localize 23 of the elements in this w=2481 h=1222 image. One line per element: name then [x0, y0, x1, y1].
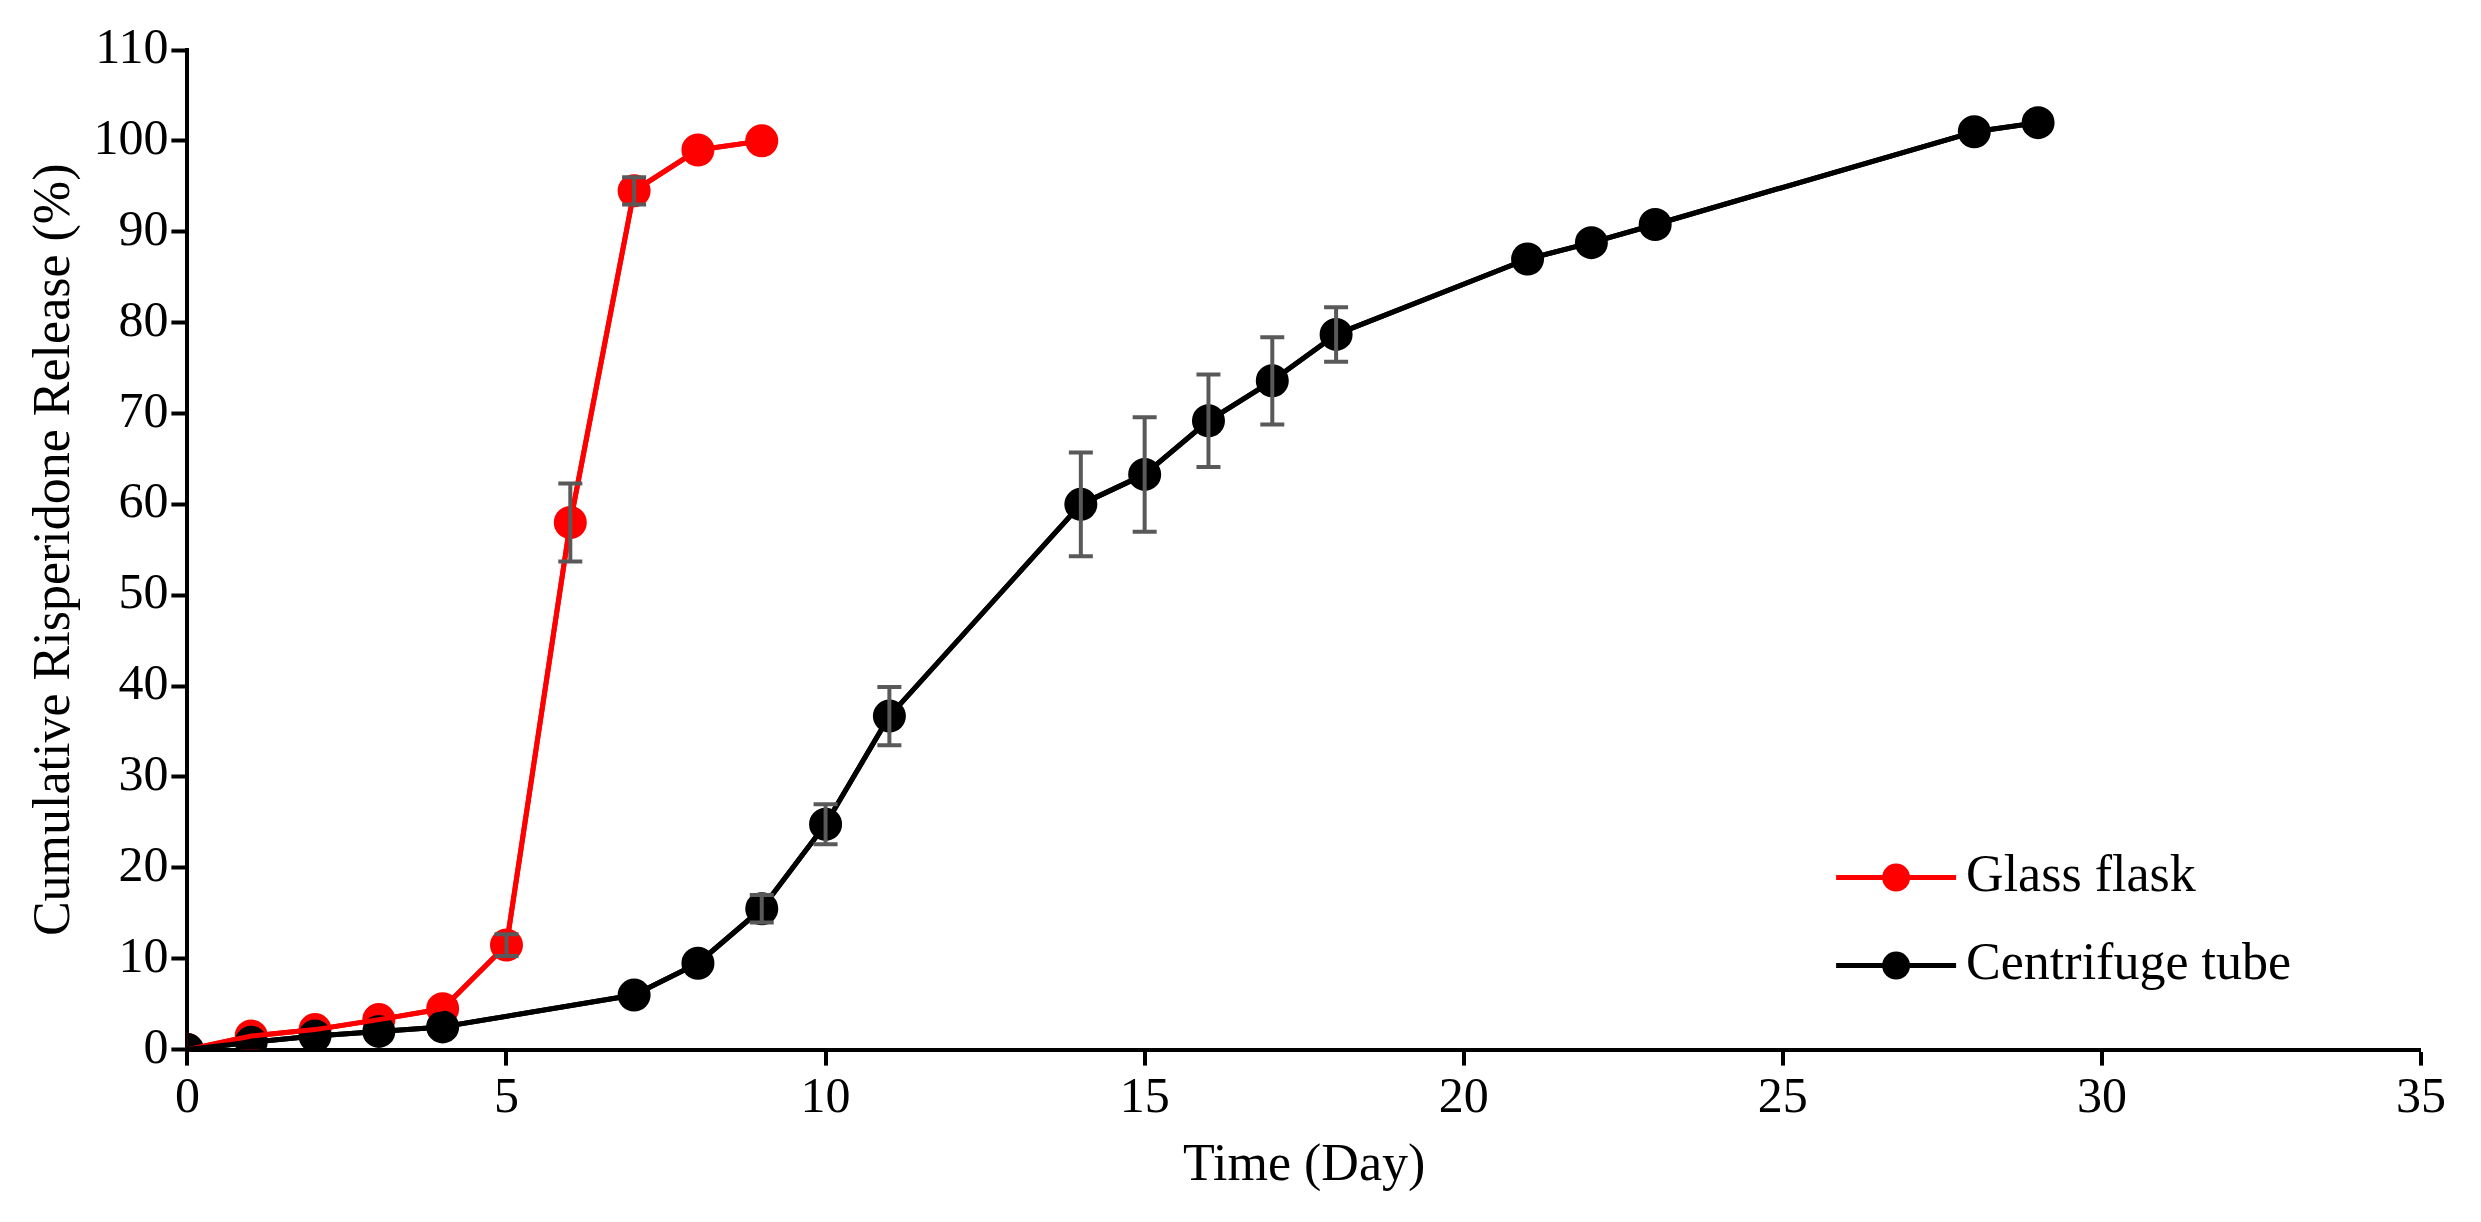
x-axis-title: Time (Day) [1183, 1134, 1426, 1193]
x-tick-label: 35 [2396, 1066, 2446, 1123]
y-axis-title: Cumulative Risperidone Release (%) [22, 163, 81, 937]
y-tick-label: 20 [118, 835, 169, 892]
x-tick-label: 30 [2076, 1066, 2127, 1123]
legend-label: Glass flask [1966, 845, 2196, 903]
y-tick-label: 30 [118, 745, 169, 802]
legend-label: Centrifuge tube [1966, 933, 2292, 991]
y-tick-label: 90 [118, 199, 169, 256]
x-tick-label: 10 [800, 1066, 851, 1123]
x-tick-label: 20 [1438, 1066, 1489, 1123]
y-tick-label: 100 [93, 109, 169, 165]
y-tick-label: 40 [118, 654, 169, 711]
y-tick-label: 0 [143, 1017, 169, 1074]
y-tick-label: 60 [118, 472, 169, 529]
y-tick-label: 10 [118, 926, 169, 983]
y-tick-label: 80 [118, 290, 169, 347]
x-tick-label: 25 [1757, 1066, 1808, 1123]
y-tick-label: 110 [95, 18, 169, 75]
y-tick-label: 70 [118, 381, 169, 438]
y-tick-label: 50 [118, 563, 169, 620]
x-tick-label: 5 [493, 1066, 519, 1123]
x-tick-label: 15 [1119, 1066, 1170, 1123]
